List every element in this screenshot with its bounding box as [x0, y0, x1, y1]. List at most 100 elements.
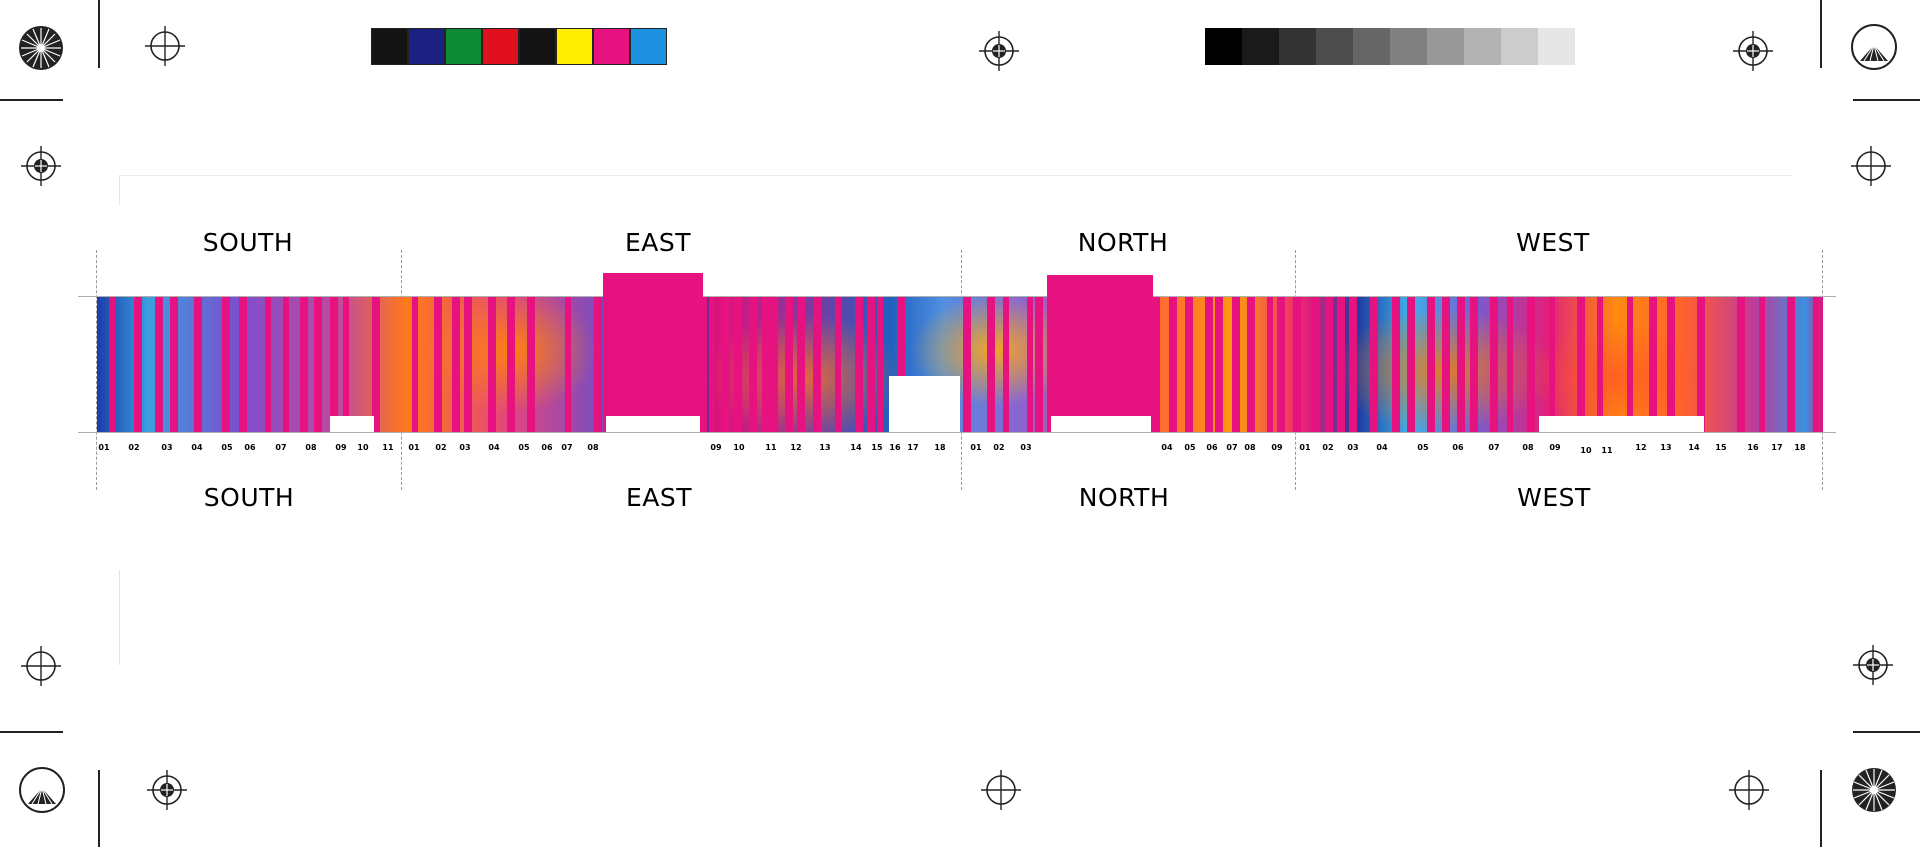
facade-stripe	[565, 296, 571, 432]
segment-number: 17	[907, 443, 919, 452]
segment-number: 01	[408, 443, 420, 452]
segment-number: 15	[871, 443, 883, 452]
segment-number: 12	[1635, 443, 1647, 452]
window-opening	[1539, 416, 1704, 432]
color-swatch	[371, 28, 408, 65]
segment-number: 02	[993, 443, 1005, 452]
segment-number: 03	[459, 443, 471, 452]
registration-mark-icon	[1733, 31, 1773, 71]
segment-number: 05	[221, 443, 233, 452]
segment-number: 11	[765, 443, 777, 452]
facade-stripe	[1277, 296, 1285, 432]
facade-stripe	[1311, 296, 1319, 432]
facade-projection-block	[1047, 275, 1153, 432]
segment-number: 04	[1161, 443, 1173, 452]
facade-stripe	[785, 296, 793, 432]
facade-stripe	[343, 296, 349, 432]
section-label-east-bottom: EAST	[625, 483, 693, 512]
facade-projection-block	[603, 273, 703, 432]
segment-number: 18	[934, 443, 946, 452]
gray-swatch	[1205, 28, 1242, 65]
facade-stripe	[1470, 296, 1478, 432]
facade-stripe	[1737, 296, 1745, 432]
window-opening	[330, 416, 374, 432]
facade-stripe	[434, 296, 442, 432]
gray-swatch	[1353, 28, 1390, 65]
gray-swatch	[1538, 28, 1575, 65]
star-target-icon	[19, 767, 65, 813]
color-swatch	[519, 28, 556, 65]
crop-mark-icon	[0, 731, 63, 733]
segment-number: 07	[1488, 443, 1500, 452]
facade-stripe	[762, 296, 770, 432]
facade-stripe	[239, 296, 247, 432]
facade-stripe	[314, 296, 322, 432]
facade-stripe	[699, 296, 707, 432]
facade-stripe	[1293, 296, 1301, 432]
segment-number: 13	[819, 443, 831, 452]
star-target-icon	[1852, 768, 1896, 812]
gray-swatch	[1427, 28, 1464, 65]
segment-number: 05	[1417, 443, 1429, 452]
segment-number: 01	[1299, 443, 1311, 452]
crop-mark-icon	[1820, 0, 1822, 68]
segment-number: 06	[541, 443, 553, 452]
facade-stripe	[1787, 296, 1795, 432]
registration-mark-icon	[147, 770, 187, 810]
registration-mark-icon	[1729, 770, 1769, 810]
segment-number: 07	[275, 443, 287, 452]
facade-stripe	[797, 296, 805, 432]
facade-stripe	[194, 296, 202, 432]
segment-number: 10	[357, 443, 369, 452]
facade-stripe	[1507, 296, 1513, 432]
segment-number: 04	[488, 443, 500, 452]
segment-number: 05	[518, 443, 530, 452]
gray-swatch	[1464, 28, 1501, 65]
crop-mark-icon	[1853, 731, 1920, 733]
registration-mark-icon	[979, 31, 1019, 71]
facade-stripe	[867, 296, 875, 432]
facade-stripe	[1392, 296, 1400, 432]
gray-swatch	[1279, 28, 1316, 65]
registration-mark-icon	[1853, 645, 1893, 685]
segment-number: 05	[1184, 443, 1196, 452]
segment-number: 04	[191, 443, 203, 452]
facade-stripe	[507, 296, 515, 432]
segment-number: 06	[1452, 443, 1464, 452]
crop-mark-icon	[1820, 770, 1822, 847]
facade-stripe	[749, 296, 757, 432]
facade-stripe	[1349, 296, 1357, 432]
gray-swatch	[1390, 28, 1427, 65]
segment-number: 09	[710, 443, 722, 452]
facade-stripe	[594, 296, 602, 432]
segment-number: 06	[1206, 443, 1218, 452]
registration-mark-icon	[1851, 146, 1891, 186]
facade-stripe	[734, 296, 742, 432]
facade-stripe	[1152, 296, 1160, 432]
segment-number: 03	[1347, 443, 1359, 452]
facade-stripe	[1549, 296, 1555, 432]
segment-number: 08	[1522, 443, 1534, 452]
facade-stripe	[488, 296, 496, 432]
facade-stripe	[109, 296, 115, 432]
star-target-icon	[1851, 24, 1897, 70]
facade-stripe	[372, 296, 380, 432]
facade-stripe	[1457, 296, 1465, 432]
registration-mark-icon	[981, 770, 1021, 810]
facade-stripe	[987, 296, 995, 432]
section-label-south-bottom: SOUTH	[203, 483, 295, 512]
segment-number: 08	[1244, 443, 1256, 452]
facade-stripe	[222, 296, 230, 432]
facade-stripe	[527, 296, 535, 432]
segment-number: 13	[1660, 443, 1672, 452]
segment-number: 15	[1715, 443, 1727, 452]
section-label-west-bottom: WEST	[1517, 483, 1591, 512]
registration-mark-icon	[145, 26, 185, 66]
segment-number: 02	[128, 443, 140, 452]
segment-number: 08	[587, 443, 599, 452]
segment-number: 04	[1376, 443, 1388, 452]
facade-stripe	[452, 296, 460, 432]
facade-stripe	[1267, 296, 1273, 432]
crop-mark-icon	[98, 770, 100, 847]
facade-stripe	[1003, 296, 1009, 432]
